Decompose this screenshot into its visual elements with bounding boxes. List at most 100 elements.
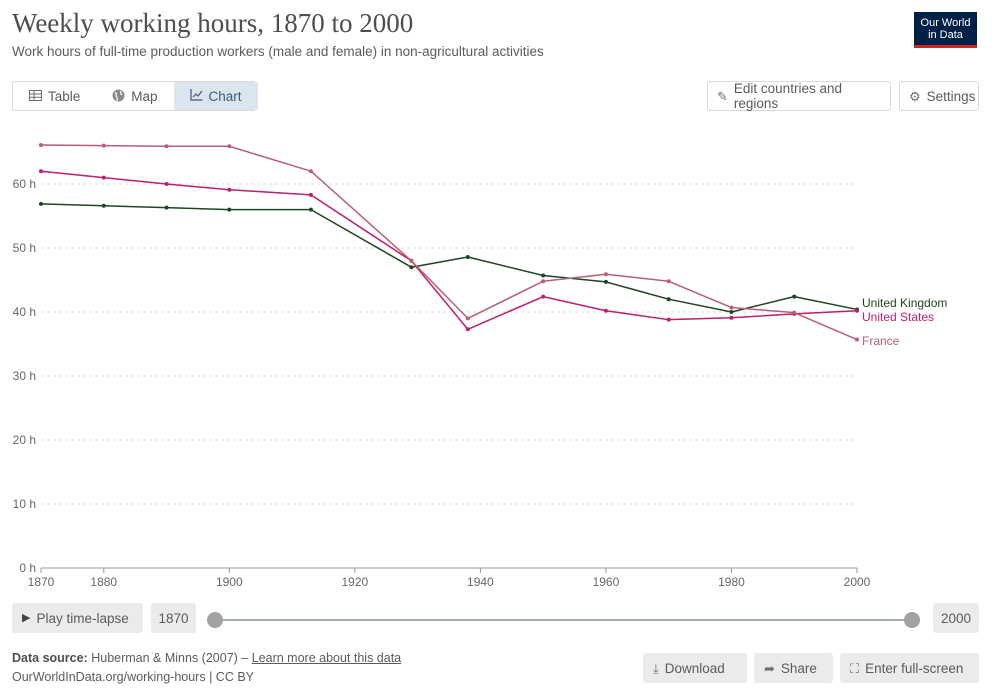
- chart-subtitle: Work hours of full-time production worke…: [12, 44, 544, 59]
- timeline-end-handle[interactable]: [904, 612, 920, 628]
- data-point: [666, 297, 671, 302]
- x-tick-label: 2000: [844, 575, 871, 589]
- data-point: [729, 310, 734, 314]
- data-point: [465, 327, 470, 332]
- edit-countries-label: Edit countries and regions: [733, 81, 842, 111]
- play-timelapse-button[interactable]: ▶ Play time-lapse: [12, 603, 143, 633]
- y-tick-label: 10 h: [13, 497, 36, 511]
- series-lines: [39, 142, 859, 342]
- series-line-united-states: [40, 170, 858, 331]
- data-point: [603, 308, 608, 313]
- end-year-box[interactable]: 2000: [933, 603, 979, 633]
- tab-chart-label: Chart: [208, 88, 242, 104]
- data-point: [227, 187, 232, 192]
- download-button[interactable]: ⤓ Download: [643, 653, 747, 683]
- timeline-start-handle[interactable]: [207, 612, 223, 628]
- series-label: France: [862, 334, 900, 348]
- y-tick-label: 30 h: [13, 369, 36, 383]
- data-point: [101, 175, 106, 180]
- x-tick-label: 1900: [216, 575, 243, 589]
- share-icon: ➦: [764, 660, 775, 676]
- y-tick-label: 20 h: [13, 433, 36, 447]
- data-point: [308, 192, 313, 197]
- data-point: [855, 308, 859, 313]
- x-tick-label: 1960: [593, 575, 620, 589]
- series-line-france: [40, 144, 858, 341]
- tab-chart[interactable]: Chart: [173, 82, 258, 110]
- learn-more-link[interactable]: Learn more about this data: [251, 651, 402, 665]
- data-point: [409, 258, 414, 263]
- data-point: [465, 316, 470, 321]
- y-tick-label: 40 h: [13, 305, 36, 319]
- y-axis: 0 h 10 h 20 h 30 h 40 h 50 h 60 h: [13, 177, 36, 575]
- x-tick-label: 1870: [28, 575, 55, 589]
- data-point: [603, 272, 608, 277]
- share-label: Share: [780, 660, 817, 676]
- tab-table[interactable]: Table: [13, 82, 96, 110]
- play-timelapse-label: Play time-lapse: [36, 610, 129, 626]
- data-point: [164, 182, 169, 186]
- download-label: Download: [664, 660, 725, 676]
- start-year-label: 1870: [158, 610, 189, 626]
- grid: [41, 183, 857, 569]
- edit-countries-button[interactable]: ✎ Edit countries and regions: [707, 81, 891, 111]
- download-icon: ⤓: [653, 660, 659, 676]
- data-point: [39, 201, 43, 206]
- logo-line-1: Our World: [920, 16, 971, 29]
- share-button[interactable]: ➦ Share: [754, 653, 833, 683]
- expand-icon: ⛶: [850, 660, 860, 676]
- x-tick-label: 1940: [467, 575, 494, 589]
- data-point: [39, 142, 43, 147]
- data-point: [39, 169, 43, 174]
- data-point: [101, 143, 106, 148]
- data-point: [729, 305, 734, 310]
- settings-button[interactable]: ⚙ Settings: [899, 81, 979, 111]
- x-axis: 1870 1880 1900 1920 1940 1960 1980 2000: [28, 567, 871, 589]
- fullscreen-button[interactable]: ⛶ Enter full-screen: [840, 653, 979, 683]
- start-year-box[interactable]: 1870: [151, 603, 196, 633]
- data-point: [308, 207, 313, 212]
- line-chart: 0 h 10 h 20 h 30 h 40 h 50 h 60 h 1870 1880 1900…: [13, 142, 947, 589]
- data-point: [541, 273, 546, 278]
- data-point: [308, 169, 313, 174]
- tab-map-label: Map: [131, 88, 158, 104]
- data-point: [855, 337, 859, 342]
- source-label: Data source:: [12, 651, 88, 665]
- fullscreen-label: Enter full-screen: [865, 660, 964, 676]
- series-label: United States: [862, 310, 934, 324]
- play-icon: ▶: [22, 611, 31, 624]
- table-icon: [29, 89, 42, 103]
- data-point: [465, 254, 470, 259]
- series-label: United Kingdom: [862, 296, 947, 310]
- x-tick-label: 1880: [90, 575, 117, 589]
- data-point: [792, 310, 797, 315]
- data-point: [101, 203, 106, 208]
- tab-map[interactable]: Map: [96, 82, 173, 110]
- source-text: Huberman & Minns (2007) –: [91, 651, 249, 665]
- data-point: [541, 294, 546, 299]
- globe-icon: [112, 89, 125, 104]
- settings-label: Settings: [926, 88, 976, 104]
- y-tick-label: 60 h: [13, 177, 36, 191]
- data-point: [541, 279, 546, 284]
- data-source: Data source: Huberman & Minns (2007) – L…: [12, 651, 401, 665]
- tab-table-label: Table: [48, 88, 81, 104]
- source-url: OurWorldInData.org/working-hours | CC BY: [12, 670, 254, 684]
- end-year-label: 2000: [940, 610, 972, 626]
- data-point: [666, 317, 671, 322]
- logo-line-2: in Data: [928, 28, 963, 41]
- data-point: [603, 279, 608, 284]
- data-point: [227, 144, 232, 149]
- series-line-united-kingdom: [40, 203, 858, 313]
- y-tick-label: 0 h: [19, 561, 36, 575]
- owid-logo[interactable]: Our World in Data: [914, 12, 977, 48]
- y-tick-label: 50 h: [13, 241, 36, 255]
- data-point: [792, 294, 797, 299]
- line-chart-icon: [189, 89, 203, 103]
- data-point: [164, 205, 169, 210]
- timeline-slider-track[interactable]: [215, 619, 912, 621]
- x-tick-label: 1920: [341, 575, 368, 589]
- data-point: [164, 144, 169, 149]
- data-point: [666, 279, 671, 284]
